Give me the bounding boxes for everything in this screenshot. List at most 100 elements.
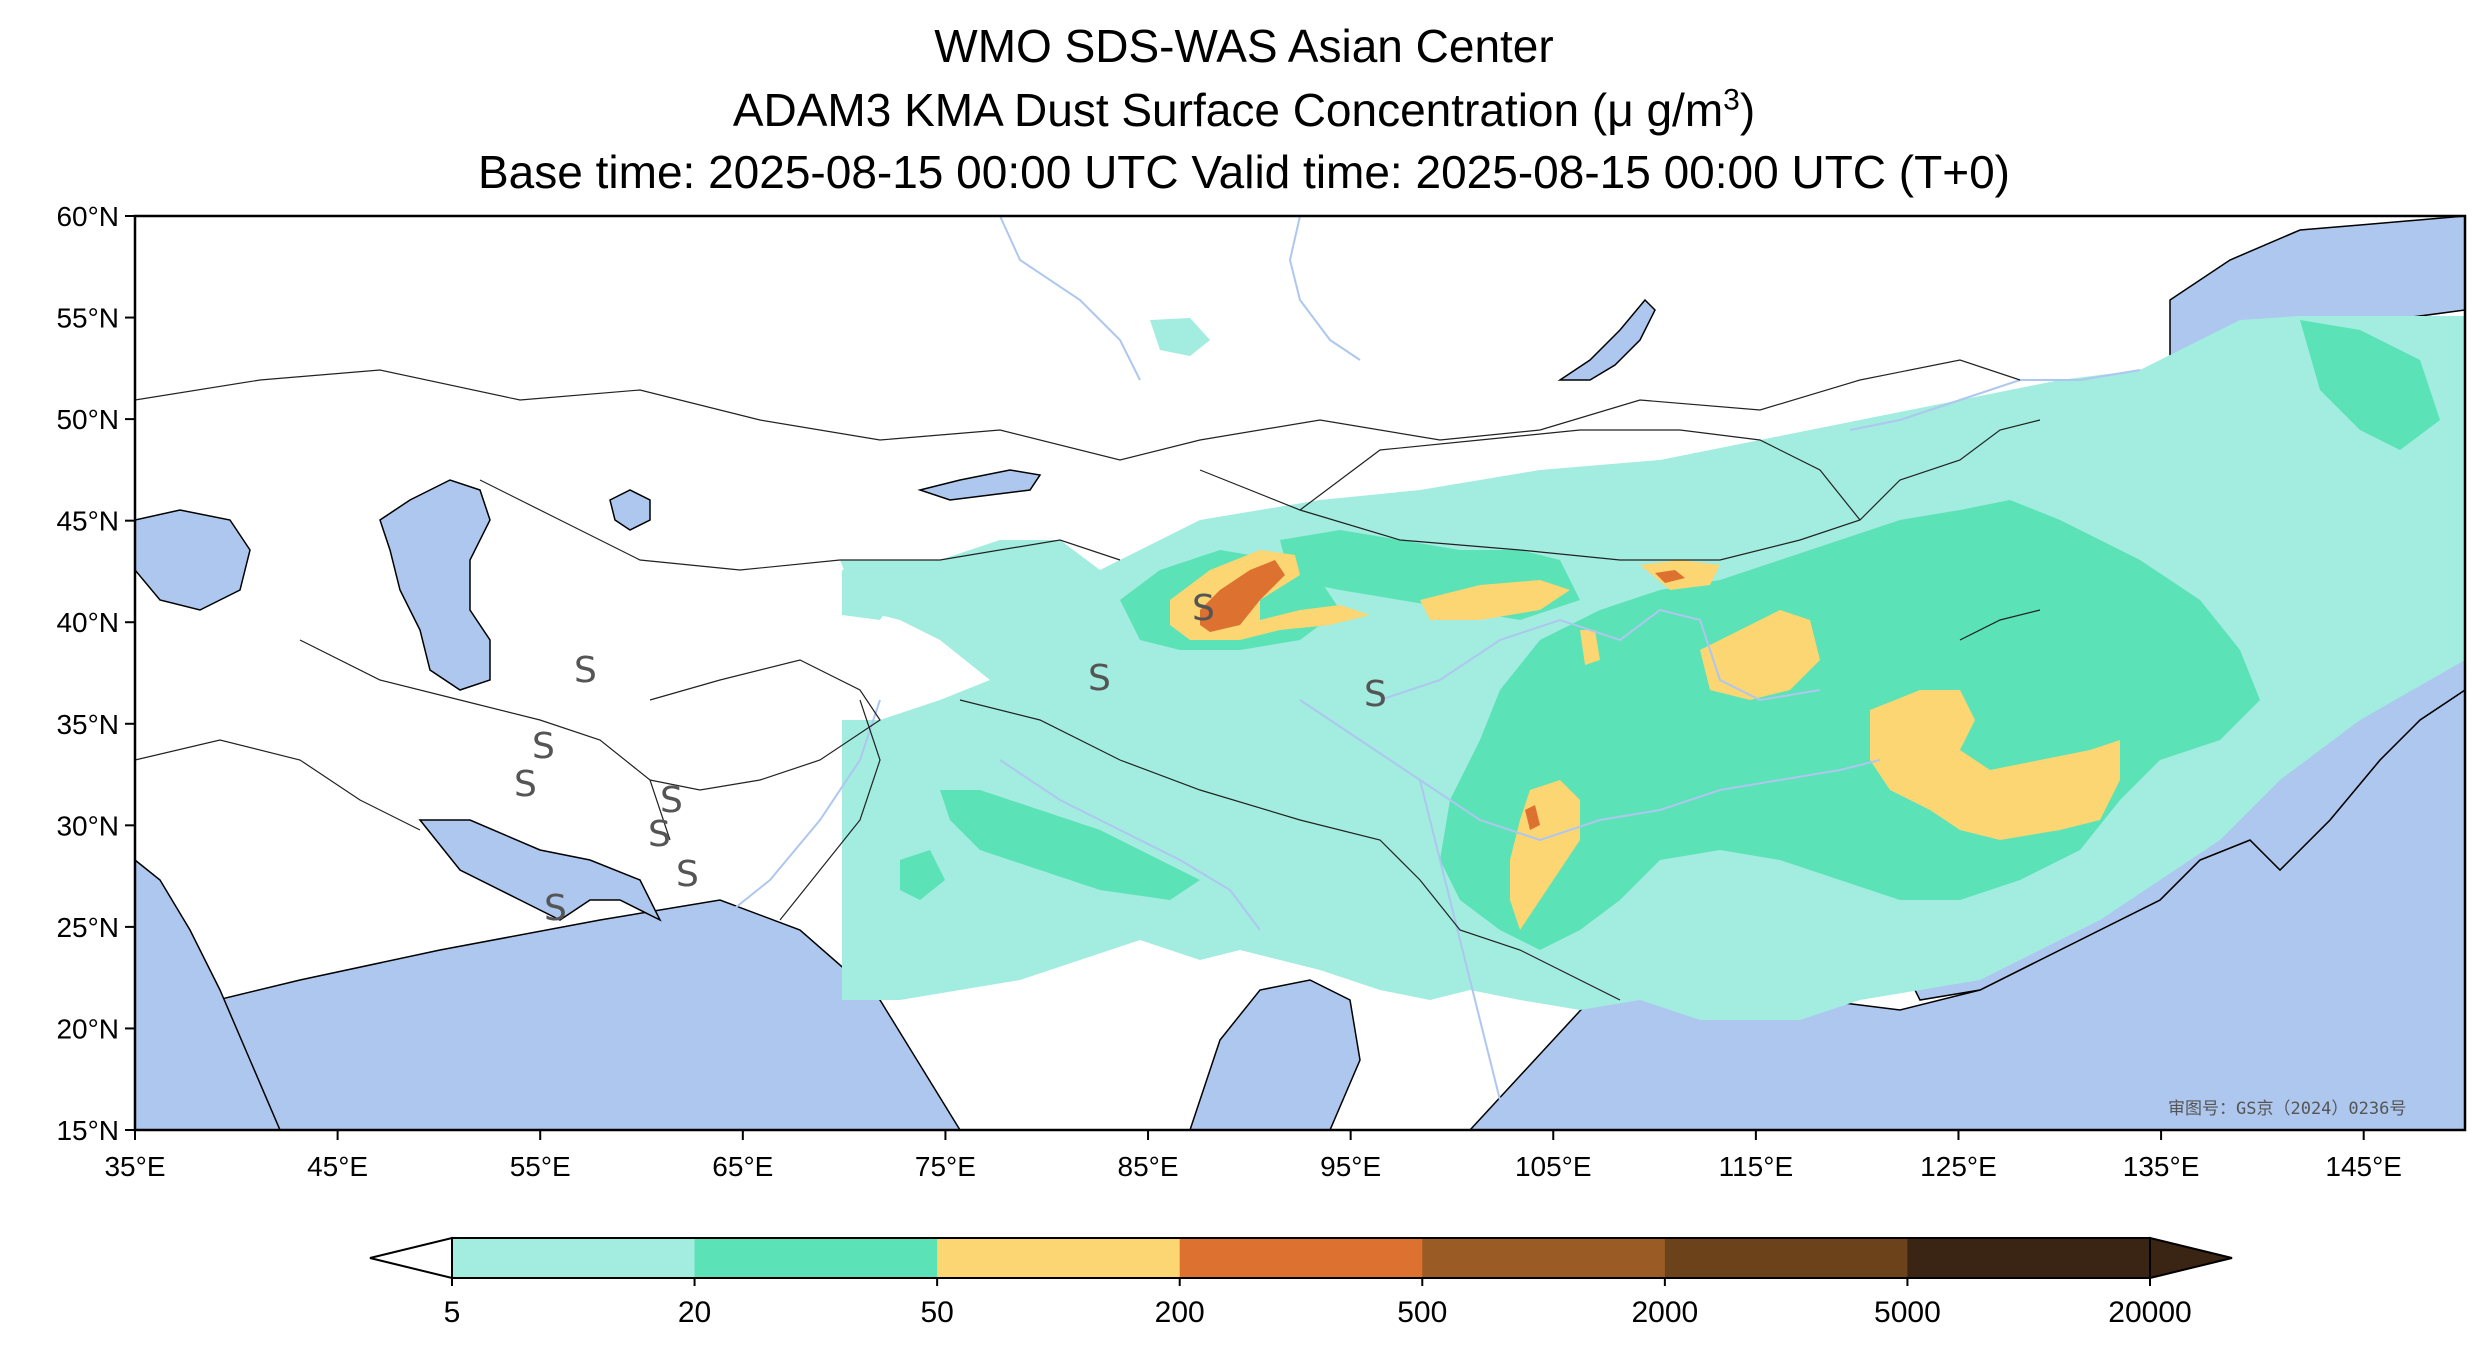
colorbar-segment: [1664, 1238, 1908, 1278]
colorbar-tick-label: 2000: [1631, 1296, 1698, 1329]
colorbar-extend-low: [369, 1236, 453, 1280]
lat-tick-label: 15°N: [56, 1115, 119, 1146]
baikal-lake: [1557, 298, 1656, 381]
chart-subtitle: ADAM3 KMA Dust Surface Concentration (μ …: [0, 84, 2488, 136]
colorbar-tick-label: 5000: [1874, 1296, 1941, 1329]
border-kazakhstan: [479, 479, 1121, 571]
dust-shading: [840, 316, 2465, 1020]
border-pakistan-india: [779, 699, 881, 921]
lon-tick-label: 65°E: [712, 1151, 773, 1182]
map-area: S S S S S S S S S S 审图号：GS京（2024）0236号: [135, 216, 2465, 1130]
lon-tick-label: 45°E: [307, 1151, 368, 1182]
lon-tick-label: 135°E: [2123, 1151, 2200, 1182]
lat-tick-label: 55°N: [56, 303, 119, 334]
dust-level-200-500-gobi: [1655, 570, 1685, 583]
colorbar-tick-label: 200: [1155, 1296, 1205, 1329]
dust-symbol: S: [544, 888, 567, 929]
red-sea: [135, 859, 281, 1130]
dust-symbol: S: [676, 854, 699, 895]
border-arabia: [135, 739, 421, 831]
border-china-north: [1199, 419, 2041, 561]
dust-symbol: S: [1088, 658, 1111, 699]
dust-symbol: S: [532, 726, 555, 767]
dust-level-50-200-gansu: [1580, 630, 1600, 665]
dust-level-5-20-north: [1150, 318, 1210, 356]
colorbar: 5 20 50 200 500 2000 5000 20000: [369, 1236, 2233, 1329]
subtitle-suffix: ): [1739, 84, 1756, 136]
colorbar-segment: [694, 1238, 938, 1278]
lon-tick-label: 105°E: [1515, 1151, 1592, 1182]
border-russia: [135, 359, 2021, 461]
dust-symbol: S: [514, 764, 537, 805]
latitude-axis: 60°N 55°N 50°N 45°N 40°N 35°N 30°N 25°N 20°N 15°N: [56, 201, 135, 1146]
colorbar-segment: [452, 1238, 696, 1278]
colorbar-outline: [451, 1237, 2151, 1279]
colorbar-segment: [1907, 1238, 2151, 1278]
dust-level-20-50-india-south: [900, 850, 945, 900]
lon-tick-label: 95°E: [1320, 1151, 1381, 1182]
colorbar-tick-label: 20000: [2108, 1296, 2191, 1329]
dust-symbol: S: [574, 650, 597, 691]
colorbar-tick-label: 20: [678, 1296, 711, 1329]
subtitle-prefix: ADAM3 KMA Dust Surface Concentration (: [732, 84, 1608, 136]
river-yangtze: [1299, 699, 1881, 842]
colorbar-tick-label: 5: [444, 1296, 461, 1329]
lon-tick-label: 85°E: [1118, 1151, 1179, 1182]
lat-tick-label: 45°N: [56, 506, 119, 537]
lat-tick-label: 60°N: [56, 201, 119, 232]
colorbar-segment: [1179, 1238, 1423, 1278]
bay-of-bengal: [1189, 979, 1361, 1130]
aral-sea: [609, 489, 651, 531]
lat-tick-label: 20°N: [56, 1013, 119, 1044]
colorbar-segment: [937, 1238, 1181, 1278]
black-sea: [135, 509, 251, 611]
lon-tick-label: 55°E: [510, 1151, 571, 1182]
map-frame: [133, 214, 2467, 1132]
dust-level-20-50-china: [1440, 500, 2260, 950]
dust-level-20-50-northeast: [2300, 320, 2440, 450]
caspian-sea: [379, 479, 491, 691]
lon-tick-label: 75°E: [915, 1151, 976, 1182]
dust-level-200-500-sichuan: [1525, 805, 1540, 830]
dust-symbol: S: [660, 780, 683, 821]
border-mongolia: [1299, 429, 1861, 521]
lon-tick-label: 35°E: [104, 1151, 165, 1182]
subtitle-unit-exponent: 3: [1723, 83, 1740, 117]
colorbar-tick-label: 50: [920, 1296, 953, 1329]
river-ob: [999, 216, 1141, 381]
river-amur: [1849, 369, 2141, 431]
dust-level-200-500-taklimakan: [1200, 560, 1285, 632]
border-china-southwest: [959, 699, 1621, 1001]
dust-level-50-200-north-china: [1700, 610, 1820, 700]
border-afghanistan: [649, 659, 881, 791]
colorbar-segment: [1422, 1238, 1666, 1278]
longitude-axis: 35°E 45°E 55°E 65°E 75°E 85°E 95°E 105°E 115°E 12…: [104, 1130, 2402, 1182]
dust-symbol: S: [1364, 674, 1387, 715]
time-info: Base time: 2025-08-15 00:00 UTC Valid ti…: [478, 146, 2010, 198]
map-approval-stamp: 审图号：GS京（2024）0236号: [2168, 1099, 2406, 1119]
river-layer: [719, 216, 2141, 1101]
lat-tick-label: 25°N: [56, 912, 119, 943]
lon-tick-label: 145°E: [2325, 1151, 2402, 1182]
river-yellow: [1379, 608, 1821, 702]
persian-gulf: [418, 819, 662, 922]
river-mekong: [1419, 779, 1501, 1101]
dust-symbol: S: [1192, 588, 1215, 629]
lat-tick-label: 40°N: [56, 607, 119, 638]
river-yenisei: [1288, 216, 1361, 361]
chart-title: WMO SDS-WAS Asian Center: [934, 20, 1554, 72]
river-indus: [719, 699, 881, 921]
lat-tick-label: 30°N: [56, 810, 119, 841]
river-ganges: [999, 759, 1261, 931]
border-layer: [135, 359, 2041, 1001]
colorbar-tick-label: 500: [1397, 1296, 1447, 1329]
lat-tick-label: 50°N: [56, 404, 119, 435]
dust-level-20-50-india: [940, 790, 1200, 900]
dust-symbol: S: [648, 814, 671, 855]
dust-level-50-200-korea-japan: [1870, 690, 2120, 840]
dust-level-50-200-gobi: [1420, 580, 1570, 620]
border-korea: [1959, 609, 2041, 641]
balkhash-lake: [917, 469, 1042, 501]
dust-level-5-20-nw: [842, 560, 900, 620]
